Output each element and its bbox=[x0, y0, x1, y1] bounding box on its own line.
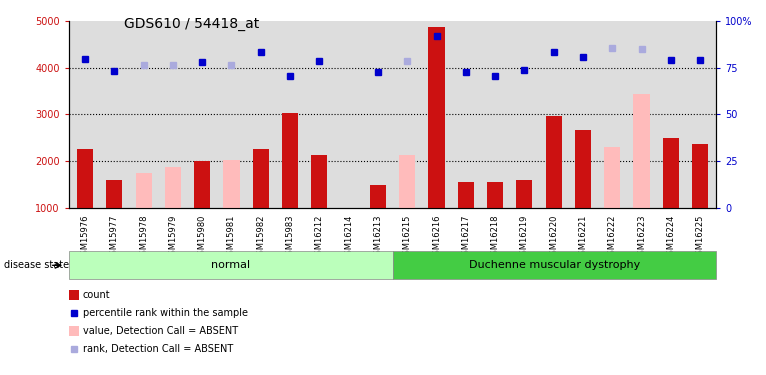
Text: value, Detection Call = ABSENT: value, Detection Call = ABSENT bbox=[83, 326, 238, 336]
Text: percentile rank within the sample: percentile rank within the sample bbox=[83, 308, 247, 318]
Bar bbox=[399, 155, 415, 208]
Bar bbox=[575, 130, 591, 208]
Bar bbox=[487, 182, 503, 208]
Text: count: count bbox=[83, 290, 110, 300]
Bar bbox=[253, 148, 269, 208]
Text: rank, Detection Call = ABSENT: rank, Detection Call = ABSENT bbox=[83, 344, 233, 354]
Text: Duchenne muscular dystrophy: Duchenne muscular dystrophy bbox=[469, 260, 640, 270]
Bar bbox=[516, 180, 532, 208]
Bar bbox=[194, 161, 210, 208]
Text: normal: normal bbox=[211, 260, 250, 270]
Text: GDS610 / 54418_at: GDS610 / 54418_at bbox=[124, 17, 259, 31]
Bar bbox=[545, 116, 561, 208]
Bar bbox=[165, 167, 181, 208]
Bar bbox=[136, 173, 152, 208]
Bar bbox=[370, 185, 386, 208]
Text: disease state: disease state bbox=[4, 260, 69, 270]
Bar bbox=[106, 180, 123, 208]
Bar bbox=[282, 113, 298, 208]
Bar bbox=[77, 148, 93, 208]
Bar bbox=[692, 144, 708, 208]
Bar bbox=[604, 147, 620, 208]
Bar bbox=[311, 154, 327, 208]
Bar bbox=[633, 94, 650, 208]
Bar bbox=[428, 27, 444, 208]
Bar bbox=[458, 182, 474, 208]
Bar bbox=[663, 138, 679, 208]
Bar bbox=[224, 160, 240, 208]
